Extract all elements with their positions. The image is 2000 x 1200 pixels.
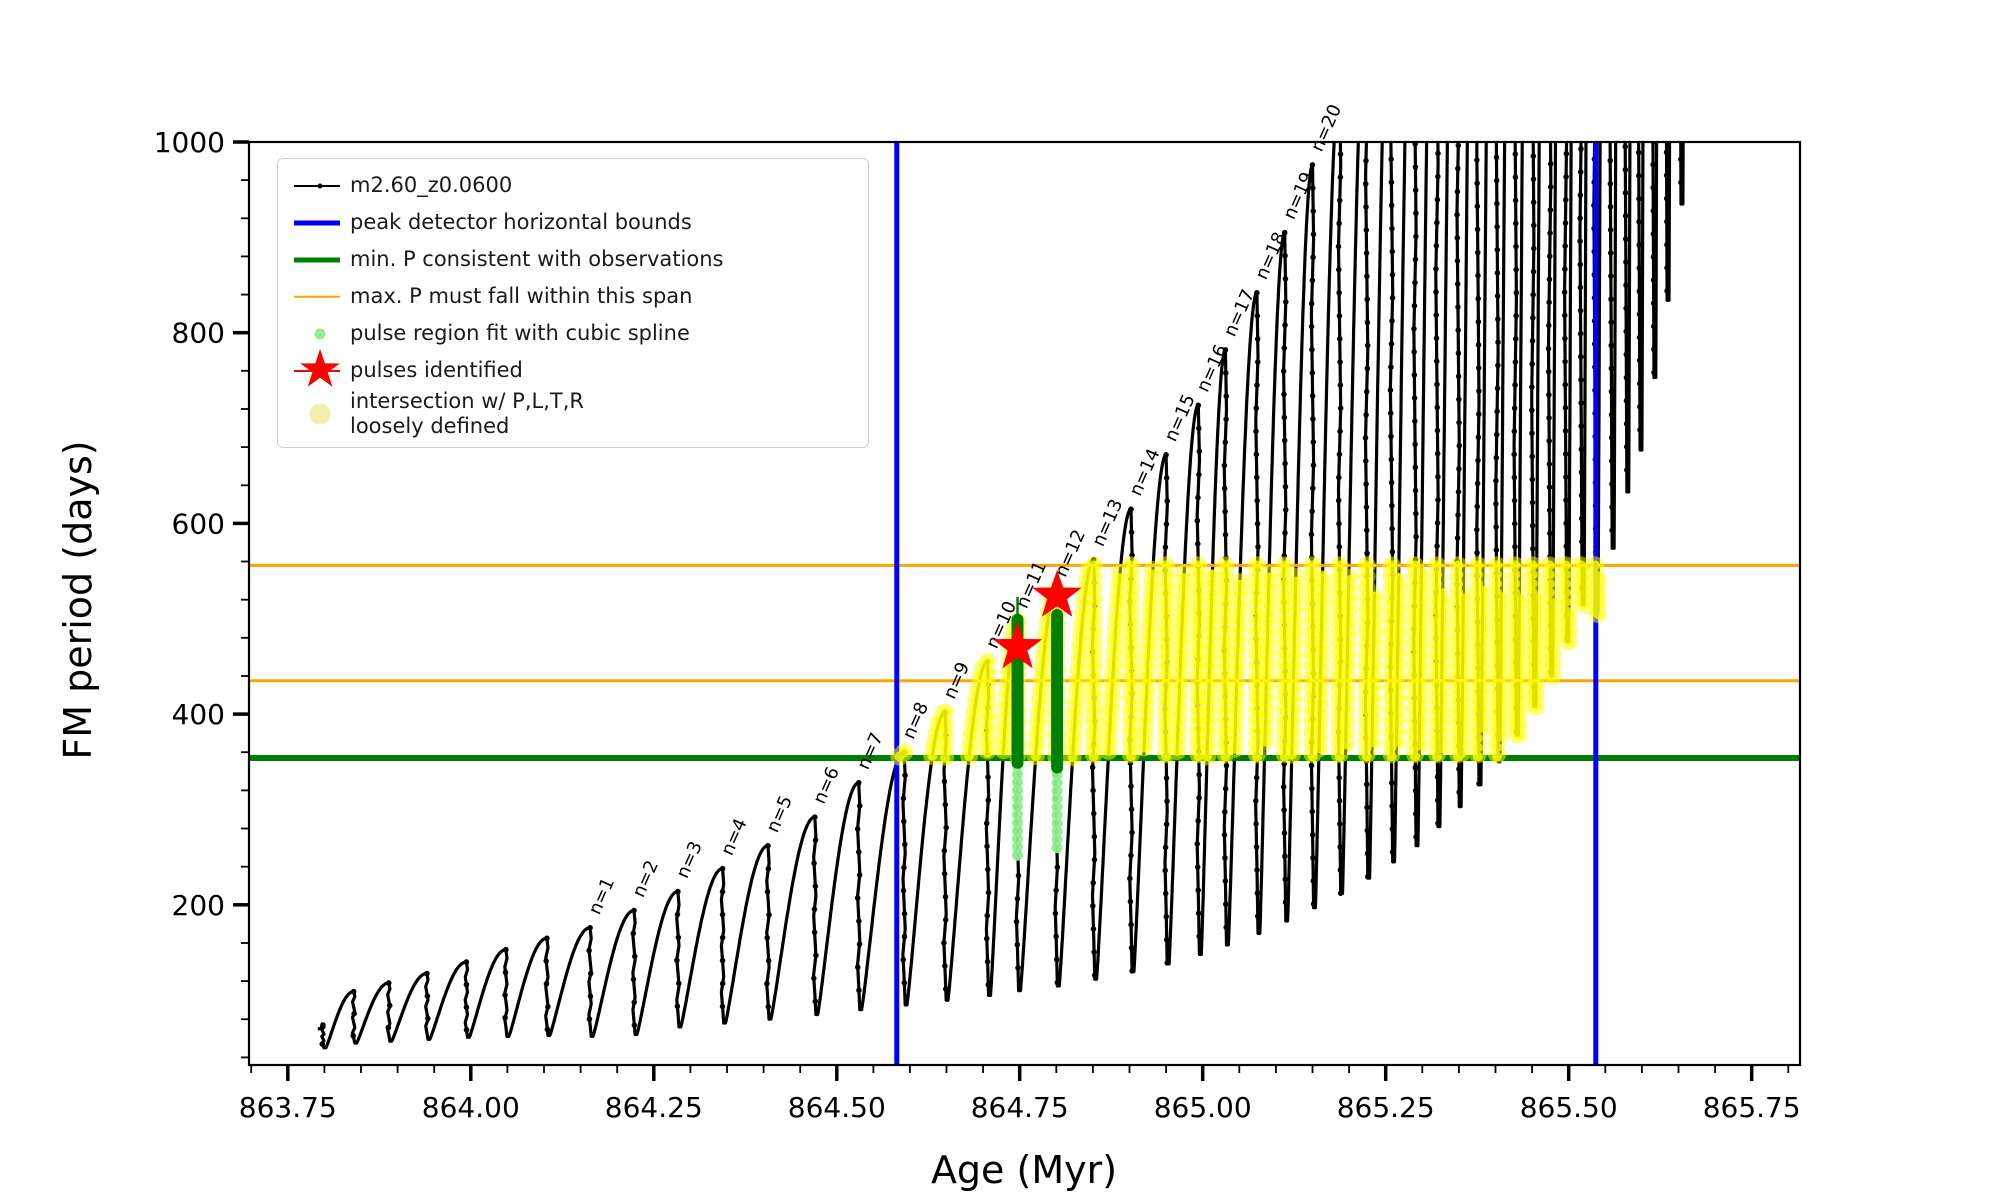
legend-entry-peak-detector-bounds: peak detector horizontal bounds xyxy=(290,204,856,241)
blue-line-marker-icon xyxy=(290,205,350,241)
svg-text:n=7: n=7 xyxy=(853,730,888,773)
red-star-marker-icon: ★ xyxy=(290,343,350,395)
intersection-blobs xyxy=(890,556,1608,767)
orange-line-marker-icon xyxy=(290,279,350,315)
paleyellow-dot-marker-icon xyxy=(290,396,350,432)
y-tick-label: 200 xyxy=(172,889,225,922)
y-tick-label: 800 xyxy=(172,317,225,350)
legend-label: pulse region fit with cubic spline xyxy=(350,320,690,345)
x-tick-label: 865.50 xyxy=(1520,1091,1618,1124)
pulse-region-spline-dots xyxy=(1012,760,1063,861)
legend-box: m2.60_z0.0600 peak detector horizontal b… xyxy=(277,158,869,449)
x-tick-label: 864.25 xyxy=(605,1091,703,1124)
legend-entry-max-P-span: max. P must fall within this span xyxy=(290,278,856,315)
legend-label: min. P consistent with observations xyxy=(350,246,724,271)
pulses-identified-stars xyxy=(992,569,1082,669)
line-dot-marker-icon xyxy=(290,168,350,204)
x-tick-label: 865.25 xyxy=(1337,1091,1435,1124)
legend-entry-pulses-identified: ★ pulses identified xyxy=(290,343,856,395)
y-tick-label: 1000 xyxy=(154,126,225,159)
svg-text:n=2: n=2 xyxy=(628,857,663,900)
x-axis-title: Age (Myr) xyxy=(930,1148,1118,1192)
x-tick-label: 865.75 xyxy=(1703,1091,1801,1124)
legend-label: intersection w/ P,L,T,R loosely defined xyxy=(350,389,584,439)
y-axis-title: FM period (days) xyxy=(56,440,100,760)
svg-text:n=4: n=4 xyxy=(717,815,752,858)
x-tick-label: 864.50 xyxy=(788,1091,886,1124)
y-tick-label: 600 xyxy=(172,507,225,540)
x-tick-label: 864.75 xyxy=(971,1091,1069,1124)
svg-text:n=1: n=1 xyxy=(584,875,619,918)
legend-entry-intersection: intersection w/ P,L,T,R loosely defined xyxy=(290,389,856,439)
x-tick-label: 865.00 xyxy=(1154,1091,1252,1124)
svg-text:n=13: n=13 xyxy=(1088,496,1127,550)
legend-entry-min-P: min. P consistent with observations xyxy=(290,241,856,278)
legend-label: peak detector horizontal bounds xyxy=(350,209,692,234)
lightgreen-dot-marker-icon xyxy=(290,316,350,352)
y-tick-label: 400 xyxy=(172,698,225,731)
axes: 863.75 864.00 864.25 864.50 864.75 865.00 865.… xyxy=(154,126,1802,1124)
legend-entry-pulse-region: pulse region fit with cubic spline xyxy=(290,315,856,352)
legend-entry-series: m2.60_z0.0600 xyxy=(290,167,856,204)
svg-text:n=3: n=3 xyxy=(672,838,707,881)
svg-text:n=5: n=5 xyxy=(762,793,797,836)
legend-label: m2.60_z0.0600 xyxy=(350,172,513,197)
legend-label: max. P must fall within this span xyxy=(350,283,693,308)
legend-label: pulses identified xyxy=(350,357,523,382)
x-tick-label: 864.00 xyxy=(422,1091,520,1124)
green-line-marker-icon xyxy=(290,242,350,278)
x-tick-label: 863.75 xyxy=(239,1091,337,1124)
svg-text:n=6: n=6 xyxy=(809,764,844,807)
